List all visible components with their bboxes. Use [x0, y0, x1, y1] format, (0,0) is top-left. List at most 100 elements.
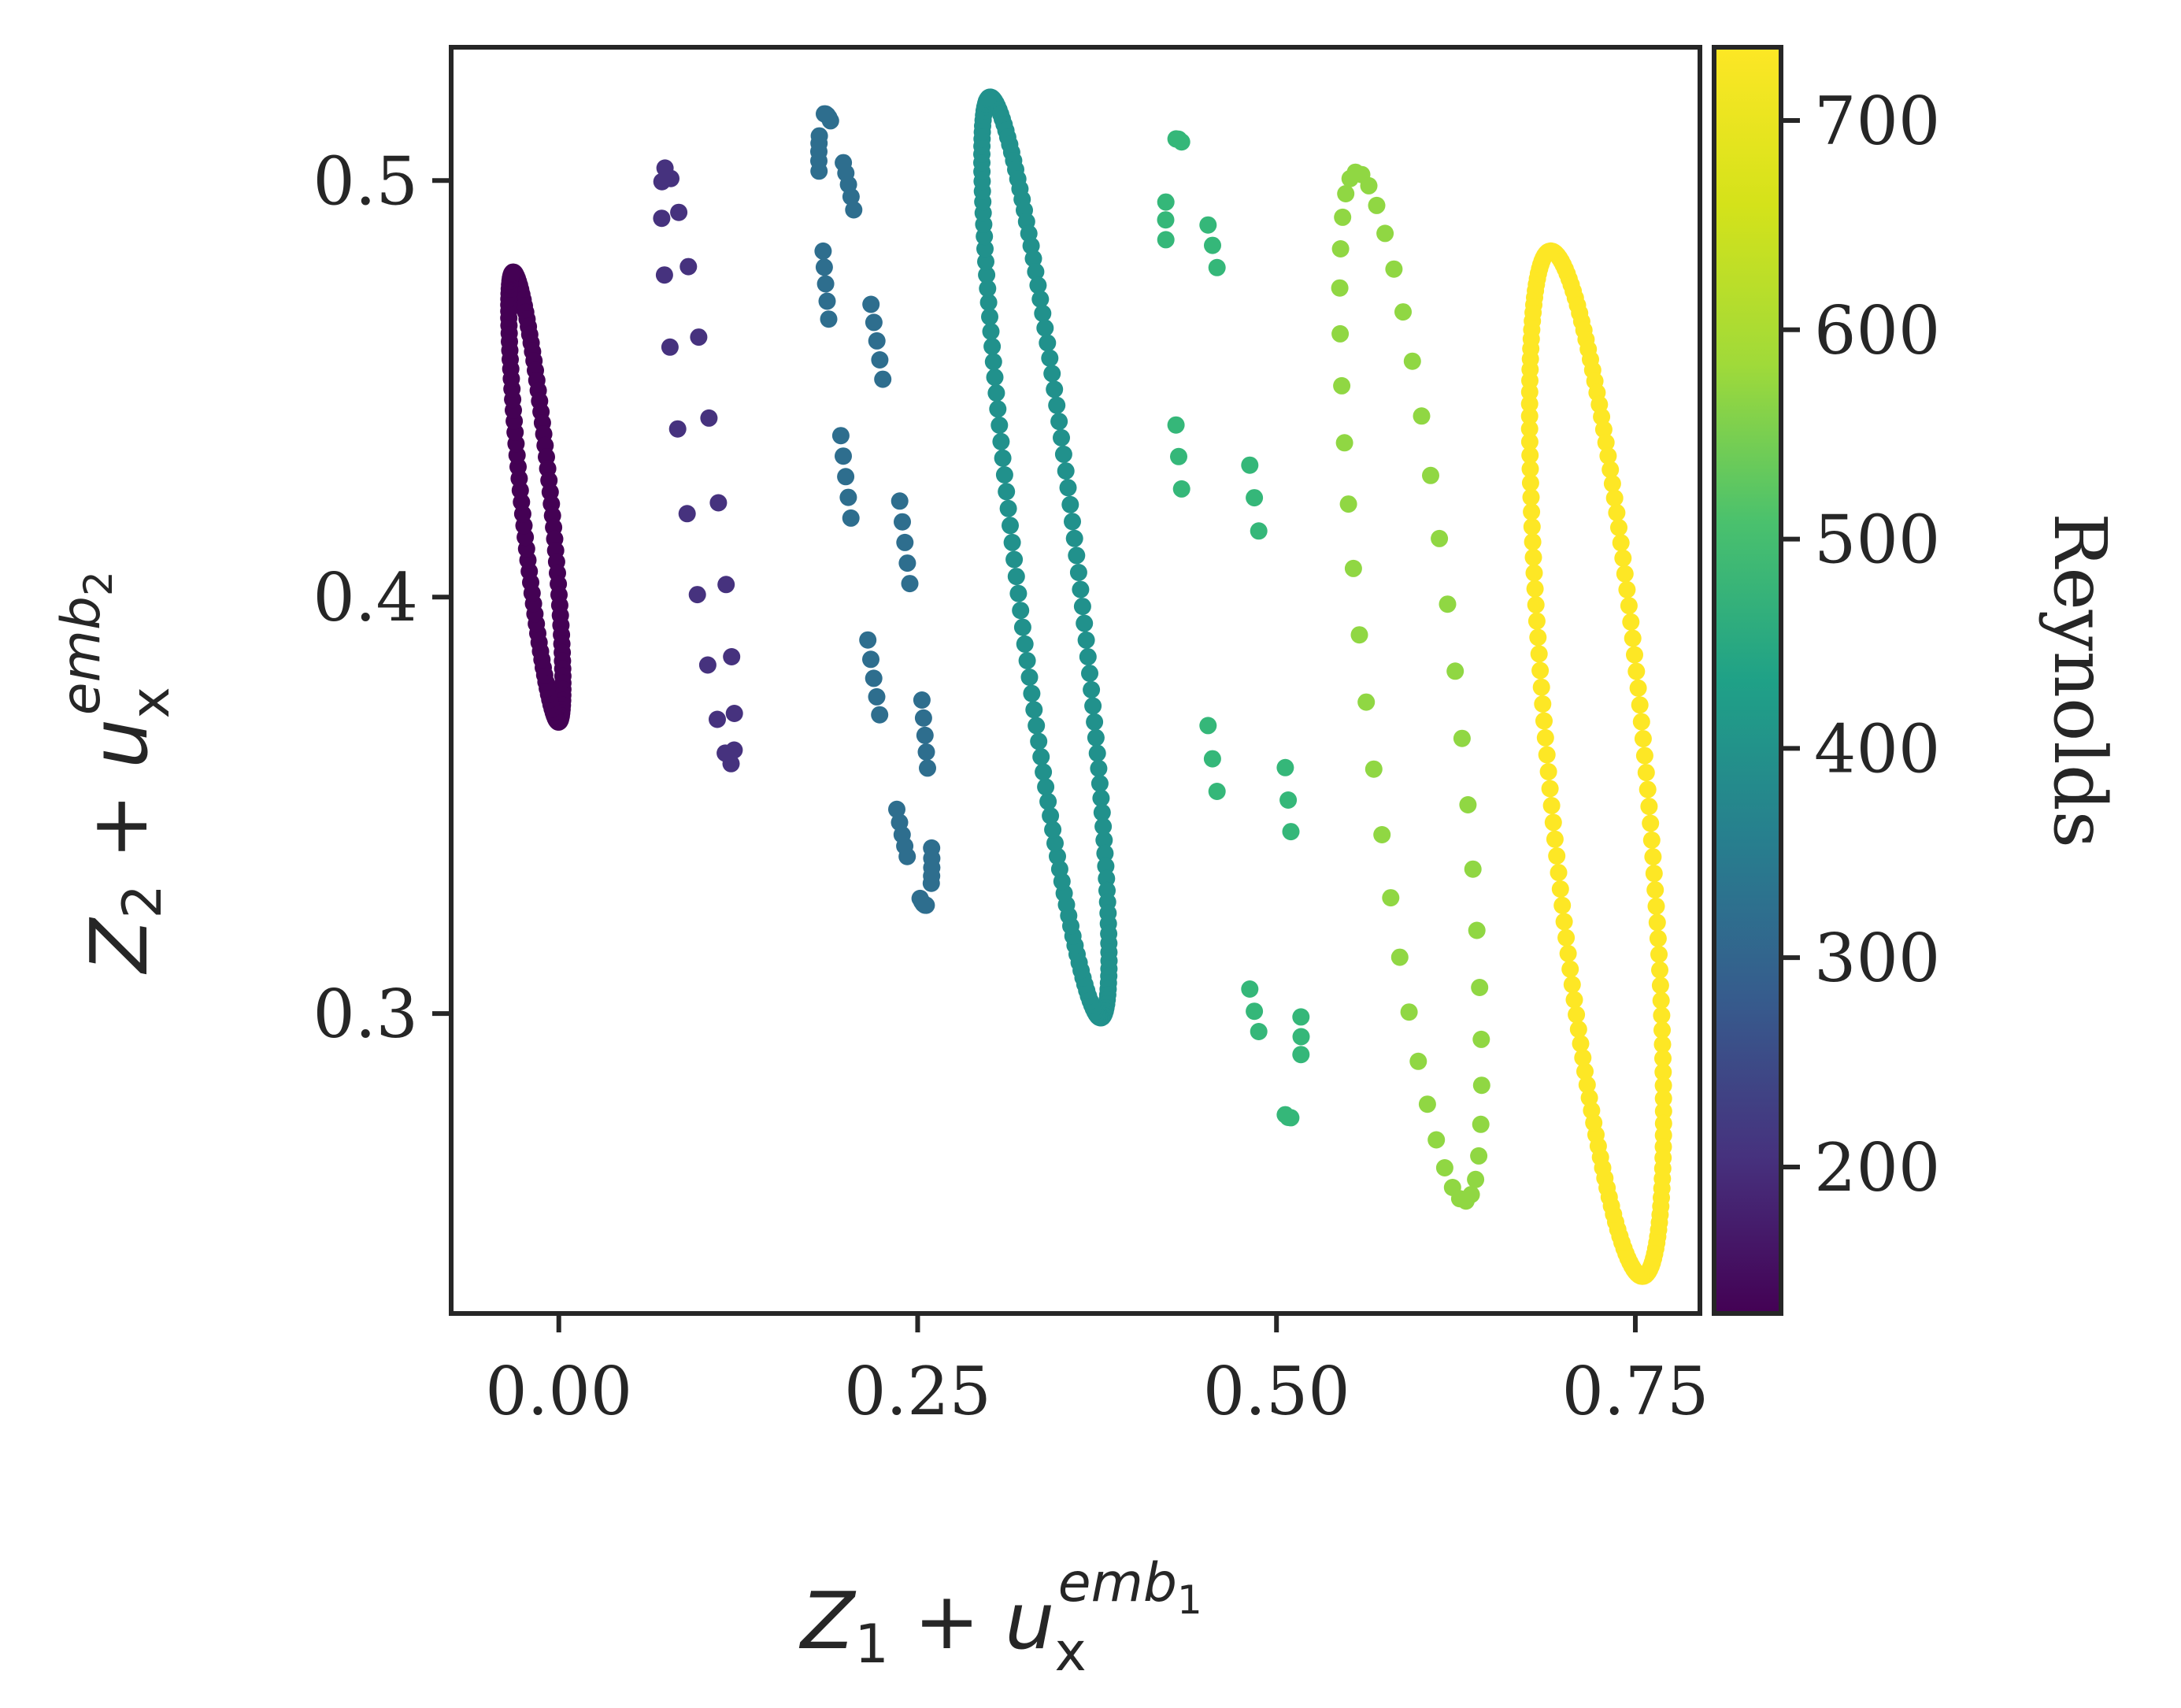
data-point: [1576, 1062, 1594, 1080]
data-point: [1427, 1131, 1446, 1149]
data-point: [1087, 728, 1105, 747]
data-point: [1039, 334, 1057, 352]
data-point: [1241, 980, 1259, 998]
data-point: [1341, 169, 1359, 187]
data-point: [1654, 1076, 1672, 1095]
data-point: [898, 554, 916, 572]
x-tick-label: 0.25: [844, 1353, 991, 1430]
data-point: [1471, 979, 1489, 996]
data-point: [922, 874, 940, 892]
data-point: [1520, 420, 1539, 438]
data-point: [896, 533, 914, 551]
colorbar-ticks: 200 300 400 500 600 700: [1781, 83, 1940, 1206]
data-point: [709, 710, 726, 728]
data-point: [1578, 1076, 1596, 1094]
data-point: [1522, 488, 1540, 506]
data-point: [1651, 976, 1669, 995]
colorbar-tick-label: 200: [1814, 1129, 1940, 1206]
data-point: [1524, 548, 1542, 566]
data-point: [1523, 503, 1541, 521]
data-point: [1037, 778, 1055, 796]
data-point: [1208, 258, 1226, 276]
data-point: [1521, 446, 1539, 465]
data-point: [1049, 847, 1066, 865]
data-point: [818, 292, 836, 310]
data-point: [1639, 780, 1657, 798]
data-point: [723, 648, 741, 665]
series-400: [973, 88, 1118, 1027]
data-point: [1018, 652, 1036, 669]
series-300: [810, 105, 941, 914]
colorbar-tick-label: 700: [1814, 83, 1940, 160]
data-point: [1459, 796, 1477, 813]
data-point: [1292, 1028, 1310, 1046]
data-point: [1199, 717, 1217, 735]
data-point: [1276, 758, 1294, 776]
data-point: [1039, 792, 1057, 810]
data-point: [1527, 596, 1545, 614]
data-point: [1467, 1170, 1485, 1188]
data-point: [917, 743, 935, 761]
plot-area-frame: [449, 45, 1702, 1316]
data-point: [503, 264, 521, 282]
data-point: [1594, 421, 1613, 439]
data-point: [1620, 597, 1638, 615]
data-point: [1157, 231, 1175, 249]
data-point: [1334, 208, 1352, 226]
data-point: [1077, 631, 1095, 649]
data-point: [1048, 396, 1066, 414]
data-point: [1376, 224, 1394, 243]
data-point: [816, 275, 835, 293]
x-tick-label: 0.50: [1203, 1353, 1350, 1430]
data-point: [1276, 1106, 1294, 1124]
data-point: [814, 242, 832, 260]
data-point: [1292, 1008, 1310, 1026]
data-point: [981, 308, 998, 326]
data-point: [1339, 495, 1357, 513]
data-point: [1472, 1115, 1490, 1133]
data-point: [837, 468, 855, 486]
data-point: [842, 187, 860, 206]
data-point: [1529, 628, 1547, 647]
data-point: [1654, 1063, 1672, 1081]
data-point: [1172, 480, 1190, 498]
data-point: [1536, 728, 1554, 747]
data-point: [1637, 764, 1655, 782]
data-point: [1030, 732, 1048, 750]
data-point: [845, 201, 863, 219]
y-tick-label: 0.5: [313, 143, 418, 220]
data-point: [1654, 1102, 1672, 1121]
data-point: [1555, 913, 1573, 931]
data-point: [1521, 474, 1539, 492]
data-point: [1521, 460, 1539, 478]
data-point: [1472, 1030, 1490, 1048]
series-200: [653, 159, 743, 772]
data-point: [1016, 635, 1034, 653]
data-point: [1090, 759, 1108, 777]
data-point: [891, 813, 909, 832]
data-point: [1013, 618, 1031, 636]
data-point: [1390, 948, 1409, 966]
data-point: [1548, 847, 1566, 865]
data-point: [821, 112, 839, 130]
data-point: [1246, 1002, 1264, 1021]
data-point: [1605, 489, 1624, 507]
data-point: [1616, 565, 1634, 583]
data-point: [661, 338, 679, 356]
data-point: [1559, 944, 1577, 962]
data-point: [668, 420, 687, 438]
data-point: [1597, 434, 1615, 451]
x-tick-label: 0.00: [485, 1353, 632, 1430]
x-tick-label: 0.75: [1561, 1353, 1709, 1430]
data-point: [1618, 580, 1636, 598]
data-point: [1409, 1052, 1427, 1070]
data-point: [1646, 881, 1664, 899]
data-point: [1028, 717, 1046, 735]
data-point: [1172, 133, 1190, 151]
data-point: [1009, 584, 1028, 602]
data-point: [1053, 428, 1070, 446]
data-point: [1081, 665, 1098, 683]
scatter-points: [500, 88, 1672, 1285]
data-point: [1435, 1159, 1453, 1176]
data-point: [1032, 748, 1050, 766]
